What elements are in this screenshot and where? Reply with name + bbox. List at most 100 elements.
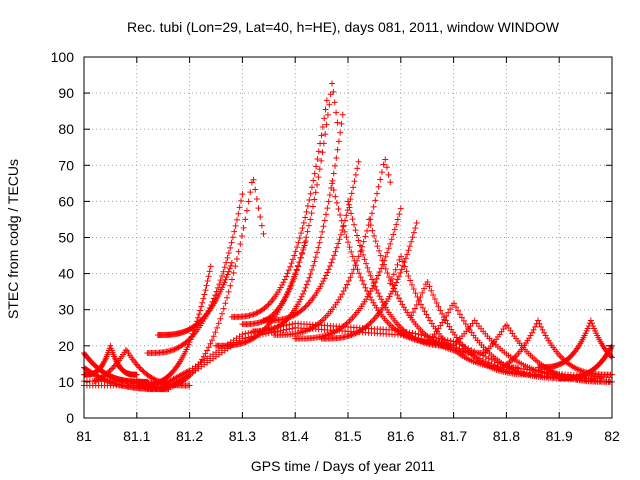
data-point — [135, 363, 142, 370]
data-point — [245, 198, 252, 205]
data-point — [372, 197, 379, 204]
data-point — [294, 244, 301, 251]
data-point — [269, 312, 276, 319]
data-point — [248, 329, 255, 336]
data-point — [308, 184, 315, 191]
data-point — [286, 321, 293, 328]
data-point — [497, 360, 504, 367]
data-point — [369, 276, 376, 283]
data-point — [224, 294, 231, 301]
data-point — [209, 337, 216, 344]
data-point — [395, 295, 402, 302]
data-point — [364, 264, 371, 271]
data-point — [584, 325, 591, 332]
data-point — [311, 196, 318, 203]
data-point — [299, 249, 306, 256]
data-point — [411, 305, 418, 312]
data-point — [362, 233, 369, 240]
data-point — [360, 238, 367, 245]
data-point — [406, 329, 413, 336]
data-point — [386, 293, 393, 300]
data-point — [250, 311, 257, 318]
data-point — [399, 258, 406, 265]
data-point — [318, 280, 325, 287]
data-point — [456, 311, 463, 318]
y-tick-label: 80 — [58, 121, 74, 137]
data-point — [253, 195, 260, 202]
x-tick-label: 81.7 — [440, 428, 467, 444]
data-point — [245, 330, 252, 337]
data-point — [410, 286, 417, 293]
data-point — [321, 115, 328, 122]
data-point — [335, 138, 342, 145]
data-point — [391, 285, 398, 292]
data-point — [379, 257, 386, 264]
data-point — [407, 277, 414, 284]
data-point — [239, 331, 246, 338]
data-point — [298, 293, 305, 300]
x-tick-labels: 81 81.1 81.2 81.3 81.4 81.5 81.6 81.7 81.8 81.9 82 — [76, 428, 620, 444]
y-tick-label: 30 — [58, 302, 74, 318]
chart-title: Rec. tubi (Lon=29, Lat=40, h=HE), days 0… — [127, 19, 560, 35]
data-point — [393, 279, 400, 286]
data-point — [225, 288, 232, 295]
data-point — [491, 358, 498, 365]
data-point — [137, 365, 144, 372]
data-point — [303, 234, 310, 241]
x-tick-label: 81.6 — [387, 428, 414, 444]
data-point — [373, 190, 380, 197]
data-point — [222, 300, 229, 307]
data-point — [221, 264, 228, 271]
data-point — [238, 233, 245, 240]
data-point — [170, 346, 177, 353]
data-point — [351, 257, 358, 264]
y-tick-labels: 0 10 20 30 40 50 60 70 80 90 100 — [51, 49, 75, 426]
data-point — [243, 338, 250, 345]
data-point — [262, 326, 269, 333]
data-point — [342, 284, 349, 291]
data-point — [477, 351, 483, 358]
data-point — [410, 229, 417, 236]
data-point — [122, 347, 129, 354]
data-point — [231, 228, 238, 235]
data-point — [230, 269, 237, 276]
data-point — [329, 256, 336, 263]
data-point — [384, 270, 391, 277]
data-point — [474, 349, 481, 356]
data-point — [333, 244, 340, 251]
data-point — [237, 240, 244, 247]
data-point — [454, 307, 461, 314]
data-point — [532, 323, 539, 330]
data-point — [306, 274, 313, 281]
data-point — [289, 278, 296, 285]
data-point — [333, 154, 340, 161]
data-point — [196, 311, 203, 318]
data-point — [382, 156, 389, 163]
data-point — [387, 280, 394, 287]
data-point — [297, 254, 304, 261]
data-point — [372, 283, 379, 290]
y-tick-label: 90 — [58, 85, 74, 101]
data-point — [328, 259, 335, 266]
data-point — [390, 231, 397, 238]
data-point — [340, 288, 347, 295]
data-point — [348, 331, 355, 338]
data-point — [345, 277, 352, 284]
data-point — [136, 364, 143, 371]
x-tick-label: 81.8 — [493, 428, 520, 444]
data-point — [408, 312, 415, 319]
data-point — [242, 330, 249, 337]
y-tick-label: 20 — [58, 338, 74, 354]
data-point — [322, 272, 329, 279]
data-point — [421, 308, 428, 315]
data-point — [370, 203, 377, 210]
data-point — [370, 280, 377, 287]
data-point — [607, 353, 614, 360]
data-point — [105, 369, 112, 376]
data-point — [369, 285, 376, 292]
data-point — [321, 275, 328, 282]
data-point — [349, 216, 356, 223]
data-point — [338, 217, 345, 224]
data-point — [325, 198, 332, 205]
data-point — [280, 322, 287, 329]
